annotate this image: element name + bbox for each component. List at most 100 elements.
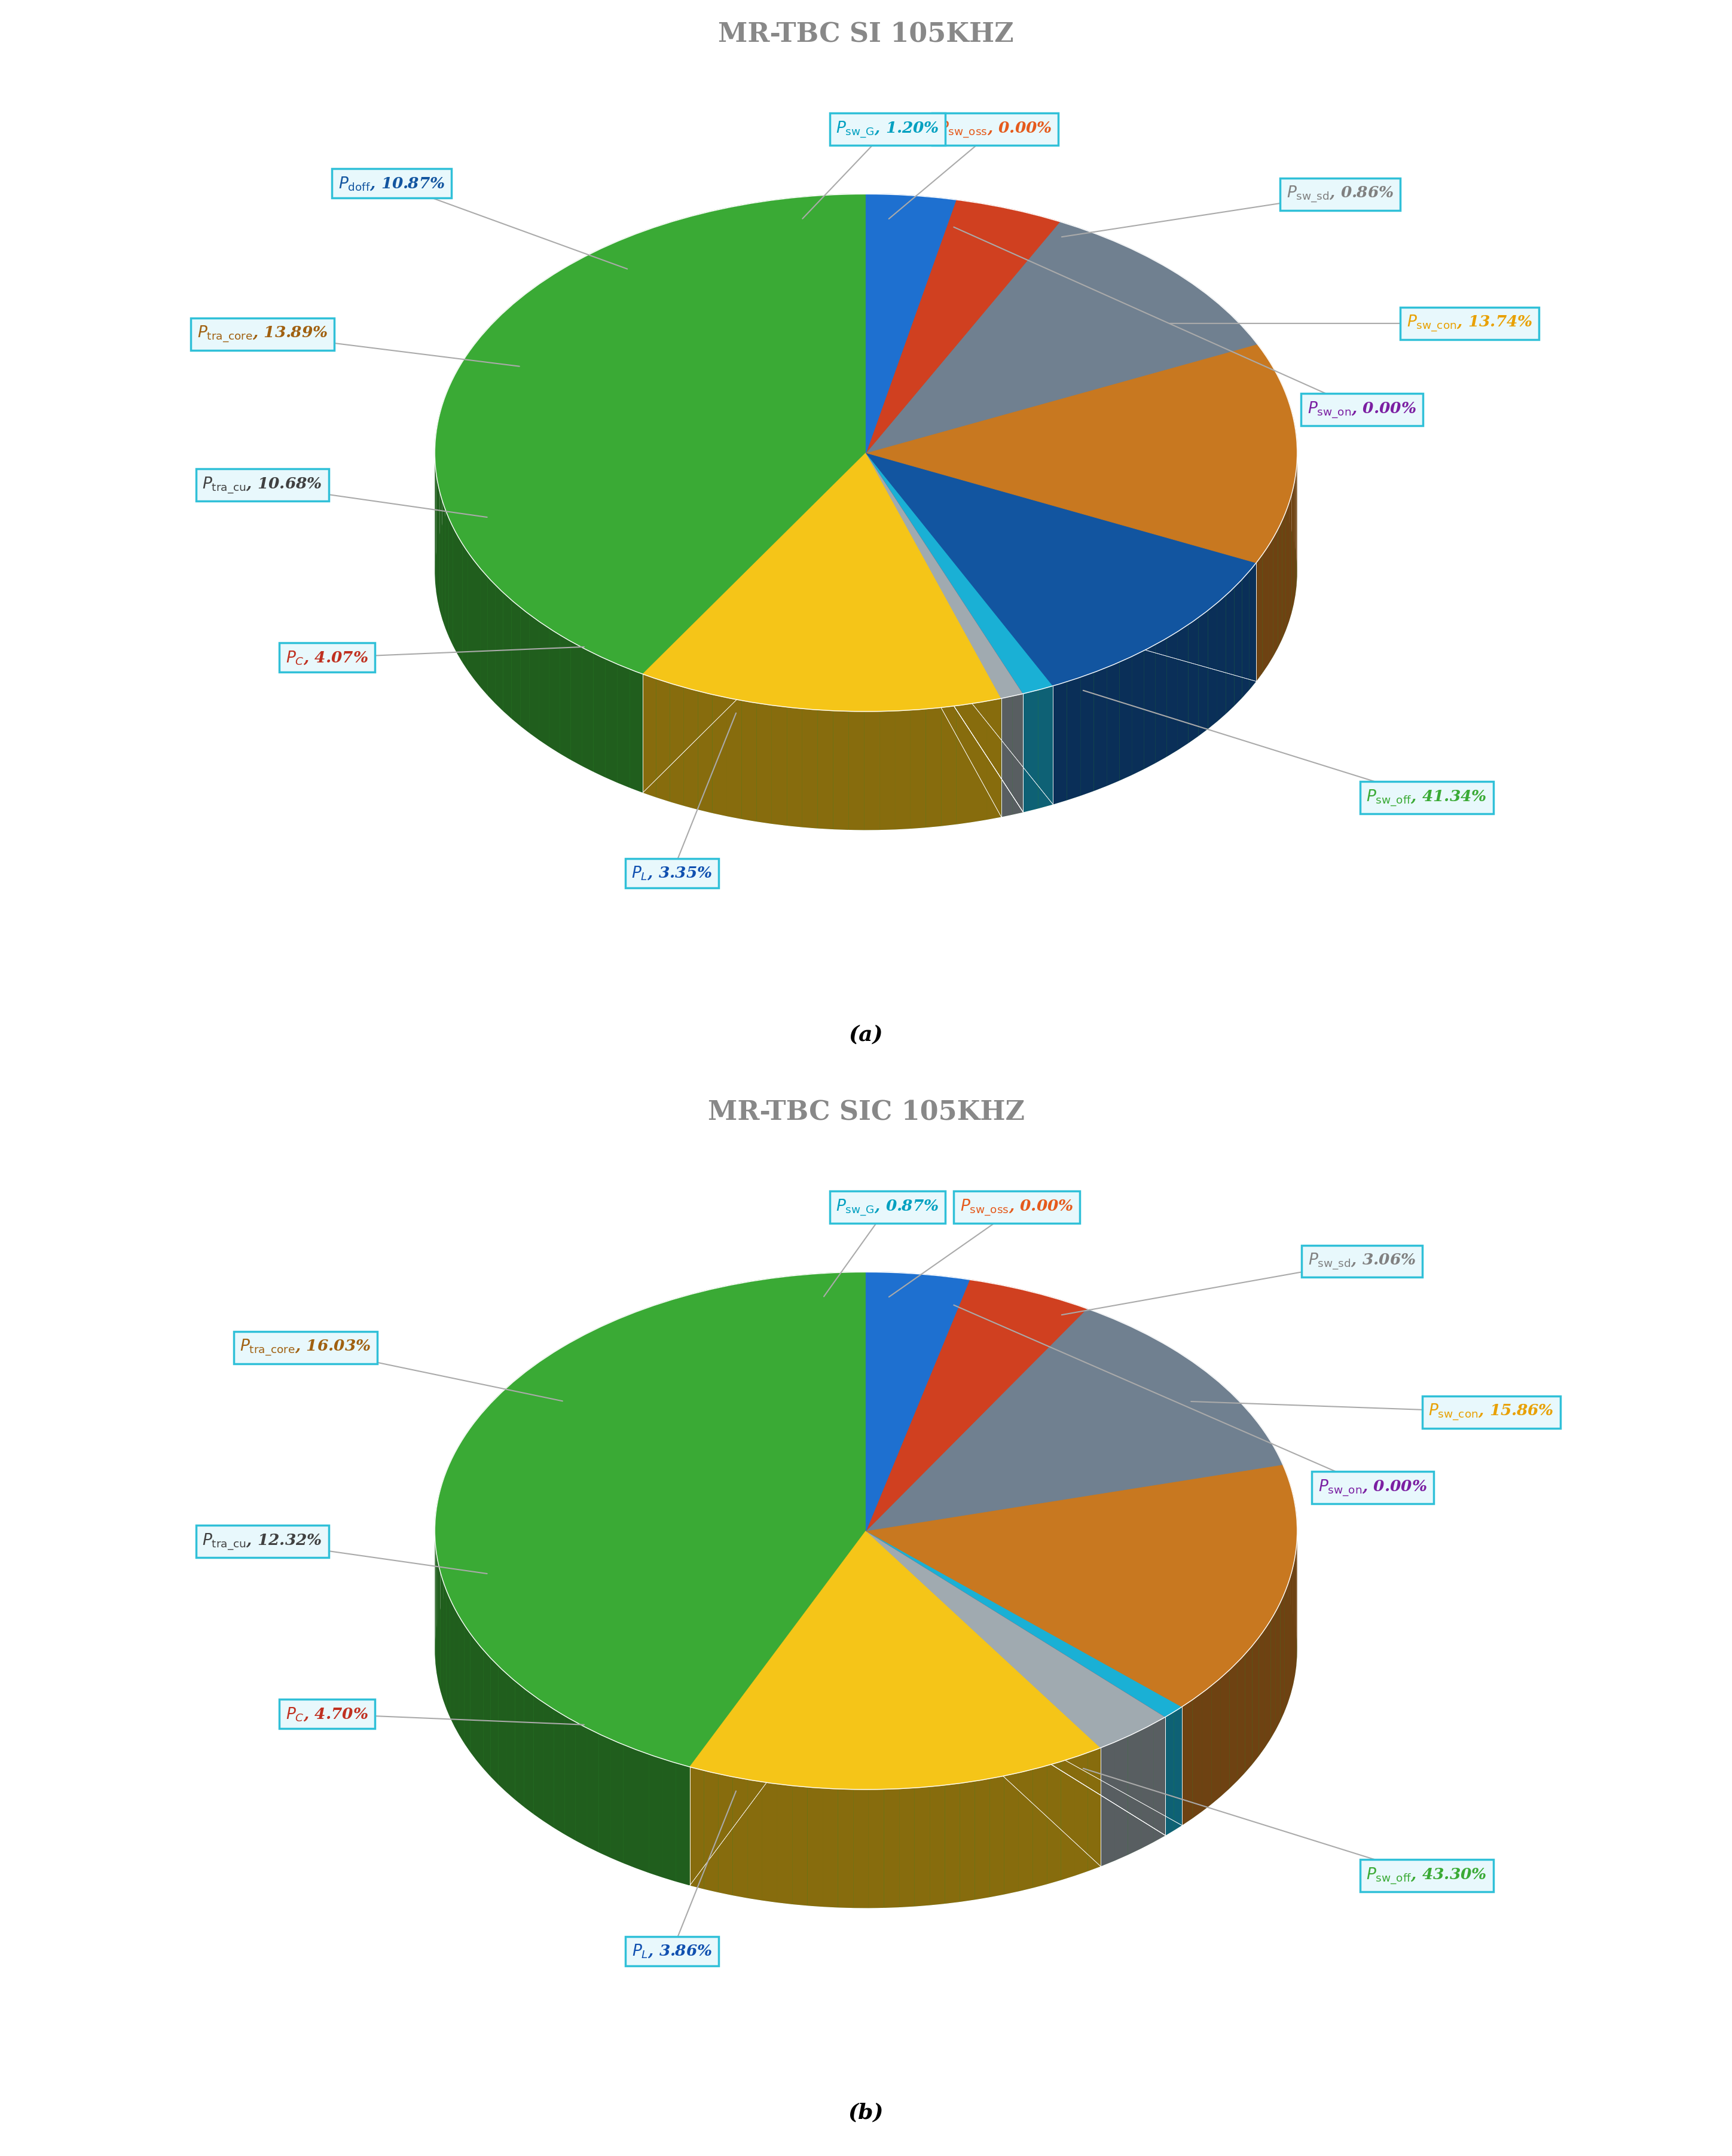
Polygon shape — [1235, 580, 1242, 705]
Polygon shape — [611, 1740, 624, 1863]
Polygon shape — [530, 614, 539, 740]
Polygon shape — [1285, 1585, 1289, 1712]
Text: $P_{\rm sw\_sd}$, 3.06%: $P_{\rm sw\_sd}$, 3.06% — [1308, 1250, 1415, 1272]
Polygon shape — [570, 640, 582, 765]
Polygon shape — [1278, 520, 1282, 647]
Polygon shape — [866, 201, 1060, 453]
Polygon shape — [712, 694, 727, 817]
Text: $P_{\rm tra\_cu}$, 12.32%: $P_{\rm tra\_cu}$, 12.32% — [203, 1531, 322, 1552]
Polygon shape — [1046, 1761, 1060, 1884]
Text: $P_{\rm sw\_G}$, 0.87%: $P_{\rm sw\_G}$, 0.87% — [837, 1197, 939, 1218]
Polygon shape — [475, 561, 480, 688]
Text: $P_{\rm tra\_core}$, 13.89%: $P_{\rm tra\_core}$, 13.89% — [197, 323, 327, 345]
Polygon shape — [549, 627, 559, 752]
Polygon shape — [443, 1580, 447, 1708]
Polygon shape — [911, 709, 927, 828]
Polygon shape — [1237, 1654, 1245, 1781]
Polygon shape — [1154, 1716, 1166, 1841]
Polygon shape — [506, 1673, 514, 1800]
Polygon shape — [1107, 662, 1119, 787]
Polygon shape — [914, 1787, 930, 1906]
Text: $P_{\rm sw\_G}$, 1.20%: $P_{\rm sw\_G}$, 1.20% — [837, 119, 939, 140]
Polygon shape — [1100, 1742, 1114, 1867]
Polygon shape — [960, 1781, 975, 1902]
Polygon shape — [854, 1789, 869, 1908]
Polygon shape — [1256, 554, 1263, 681]
Polygon shape — [1226, 586, 1235, 714]
Polygon shape — [762, 1781, 778, 1902]
Ellipse shape — [435, 1391, 1297, 1908]
Polygon shape — [866, 453, 1256, 686]
Polygon shape — [930, 1785, 946, 1906]
Polygon shape — [582, 647, 594, 772]
Polygon shape — [435, 1272, 866, 1768]
Polygon shape — [895, 709, 911, 830]
Polygon shape — [1131, 651, 1143, 774]
Text: $P_{\rm sw\_sd}$, 0.86%: $P_{\rm sw\_sd}$, 0.86% — [1287, 183, 1394, 205]
Polygon shape — [1242, 571, 1249, 699]
Text: $P_{\rm sw\_con}$, 13.74%: $P_{\rm sw\_con}$, 13.74% — [1406, 313, 1533, 334]
Polygon shape — [1174, 1708, 1181, 1830]
Polygon shape — [452, 526, 457, 653]
Polygon shape — [866, 345, 1297, 563]
Polygon shape — [587, 1727, 599, 1852]
Text: $P_{\rm tra\_cu}$, 10.68%: $P_{\rm tra\_cu}$, 10.68% — [203, 474, 322, 496]
Polygon shape — [818, 709, 833, 830]
Text: $P_{\rm tra\_core}$, 16.03%: $P_{\rm tra\_core}$, 16.03% — [241, 1337, 371, 1358]
Polygon shape — [539, 621, 549, 746]
Polygon shape — [866, 453, 1024, 694]
Polygon shape — [1230, 1662, 1237, 1789]
Polygon shape — [866, 1272, 970, 1531]
Polygon shape — [1143, 645, 1155, 770]
Polygon shape — [684, 688, 698, 811]
Polygon shape — [1268, 537, 1273, 664]
Polygon shape — [624, 1744, 636, 1869]
Polygon shape — [1155, 638, 1167, 763]
Polygon shape — [866, 222, 1257, 453]
Polygon shape — [594, 653, 604, 778]
Polygon shape — [1252, 1636, 1259, 1764]
Polygon shape — [1221, 1671, 1230, 1796]
Polygon shape — [940, 705, 956, 826]
Text: MR-TBC SI 105KHZ: MR-TBC SI 105KHZ — [719, 22, 1013, 47]
Polygon shape — [438, 483, 440, 610]
Text: $P_{\rm sw\_con}$, 15.86%: $P_{\rm sw\_con}$, 15.86% — [1429, 1401, 1554, 1423]
Polygon shape — [1202, 1686, 1212, 1811]
Text: $P_C$, 4.07%: $P_C$, 4.07% — [286, 649, 369, 666]
Polygon shape — [689, 1531, 1100, 1789]
Polygon shape — [1181, 1699, 1192, 1826]
Polygon shape — [741, 701, 757, 821]
Polygon shape — [1285, 502, 1289, 630]
Polygon shape — [866, 453, 1053, 694]
Polygon shape — [554, 1710, 565, 1835]
Polygon shape — [703, 1770, 719, 1893]
Polygon shape — [656, 679, 670, 802]
Polygon shape — [1245, 1645, 1252, 1772]
Polygon shape — [772, 705, 786, 826]
Polygon shape — [757, 703, 772, 824]
Text: $P_{\rm sw\_on}$, 0.00%: $P_{\rm sw\_on}$, 0.00% — [1318, 1477, 1427, 1498]
Polygon shape — [864, 711, 880, 830]
Polygon shape — [457, 535, 462, 662]
Polygon shape — [1024, 690, 1037, 813]
Polygon shape — [946, 1783, 960, 1904]
Polygon shape — [927, 707, 940, 828]
Polygon shape — [440, 1572, 443, 1699]
Polygon shape — [956, 703, 972, 824]
Polygon shape — [1271, 1611, 1276, 1738]
Polygon shape — [630, 668, 643, 793]
Polygon shape — [450, 1600, 454, 1727]
Polygon shape — [675, 1764, 689, 1886]
Polygon shape — [618, 664, 630, 787]
Polygon shape — [727, 699, 741, 819]
Polygon shape — [987, 699, 1001, 819]
Polygon shape — [866, 453, 1024, 694]
Polygon shape — [442, 500, 445, 627]
Polygon shape — [490, 1658, 499, 1785]
Text: $P_{\rm doff}$, 10.87%: $P_{\rm doff}$, 10.87% — [338, 175, 445, 192]
Text: $P_L$, 3.35%: $P_L$, 3.35% — [632, 865, 712, 882]
Polygon shape — [1128, 1729, 1141, 1854]
Text: $P_{\rm sw\_on}$, 0.00%: $P_{\rm sw\_on}$, 0.00% — [1308, 399, 1417, 420]
Polygon shape — [1114, 1736, 1128, 1861]
Polygon shape — [670, 683, 684, 806]
